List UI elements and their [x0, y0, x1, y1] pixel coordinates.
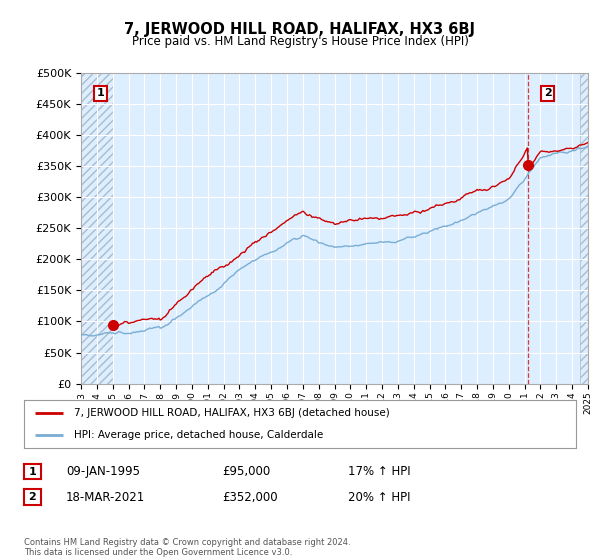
- Text: Contains HM Land Registry data © Crown copyright and database right 2024.
This d: Contains HM Land Registry data © Crown c…: [24, 538, 350, 557]
- Text: £352,000: £352,000: [222, 491, 278, 504]
- Bar: [580, 73, 588, 384]
- Text: 20% ↑ HPI: 20% ↑ HPI: [348, 491, 410, 504]
- Text: Price paid vs. HM Land Registry's House Price Index (HPI): Price paid vs. HM Land Registry's House …: [131, 35, 469, 48]
- Text: 2: 2: [29, 492, 36, 502]
- Text: 17% ↑ HPI: 17% ↑ HPI: [348, 465, 410, 478]
- Text: 2: 2: [544, 88, 551, 99]
- Text: 1: 1: [97, 88, 104, 99]
- Text: 1: 1: [29, 466, 36, 477]
- Text: 7, JERWOOD HILL ROAD, HALIFAX, HX3 6BJ (detached house): 7, JERWOOD HILL ROAD, HALIFAX, HX3 6BJ (…: [74, 408, 389, 418]
- Text: 09-JAN-1995: 09-JAN-1995: [66, 465, 140, 478]
- Bar: [81, 73, 113, 384]
- Text: HPI: Average price, detached house, Calderdale: HPI: Average price, detached house, Cald…: [74, 430, 323, 440]
- Text: £95,000: £95,000: [222, 465, 270, 478]
- Text: 7, JERWOOD HILL ROAD, HALIFAX, HX3 6BJ: 7, JERWOOD HILL ROAD, HALIFAX, HX3 6BJ: [125, 22, 476, 38]
- Text: 18-MAR-2021: 18-MAR-2021: [66, 491, 145, 504]
